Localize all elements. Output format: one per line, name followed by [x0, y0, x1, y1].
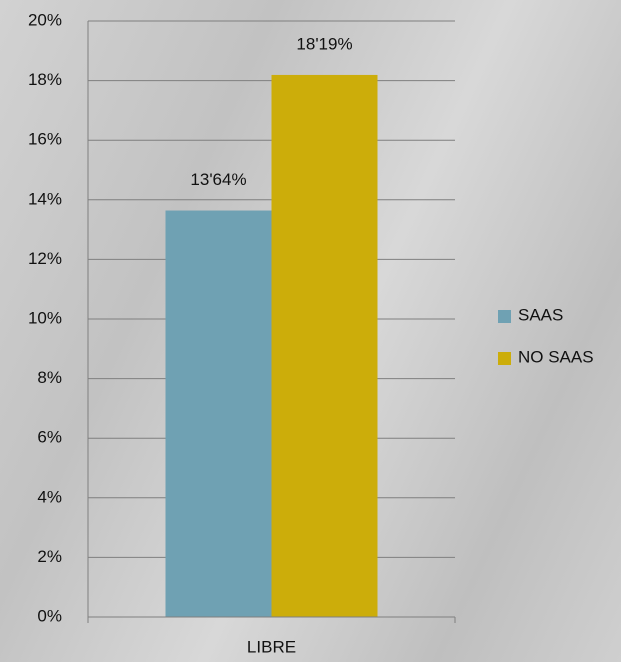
y-tick-label: 16% — [28, 130, 62, 149]
y-tick-label: 14% — [28, 189, 62, 208]
y-tick-label: 12% — [28, 249, 62, 268]
legend-label: SAAS — [518, 305, 563, 324]
legend-swatch — [498, 352, 511, 365]
y-tick-label: 4% — [37, 487, 62, 506]
data-label: 13'64% — [190, 170, 246, 189]
data-label: 18'19% — [296, 34, 352, 53]
y-tick-label: 8% — [37, 368, 62, 387]
y-tick-label: 18% — [28, 70, 62, 89]
bar — [271, 74, 378, 618]
x-tick-label: LIBRE — [247, 637, 296, 656]
legend-swatch — [498, 310, 511, 323]
legend-label: NO SAAS — [518, 347, 594, 366]
bar — [165, 210, 272, 617]
y-tick-label: 0% — [37, 606, 62, 625]
y-tick-label: 6% — [37, 428, 62, 447]
y-tick-label: 10% — [28, 308, 62, 327]
y-tick-label: 2% — [37, 547, 62, 566]
y-tick-label: 20% — [28, 10, 62, 29]
